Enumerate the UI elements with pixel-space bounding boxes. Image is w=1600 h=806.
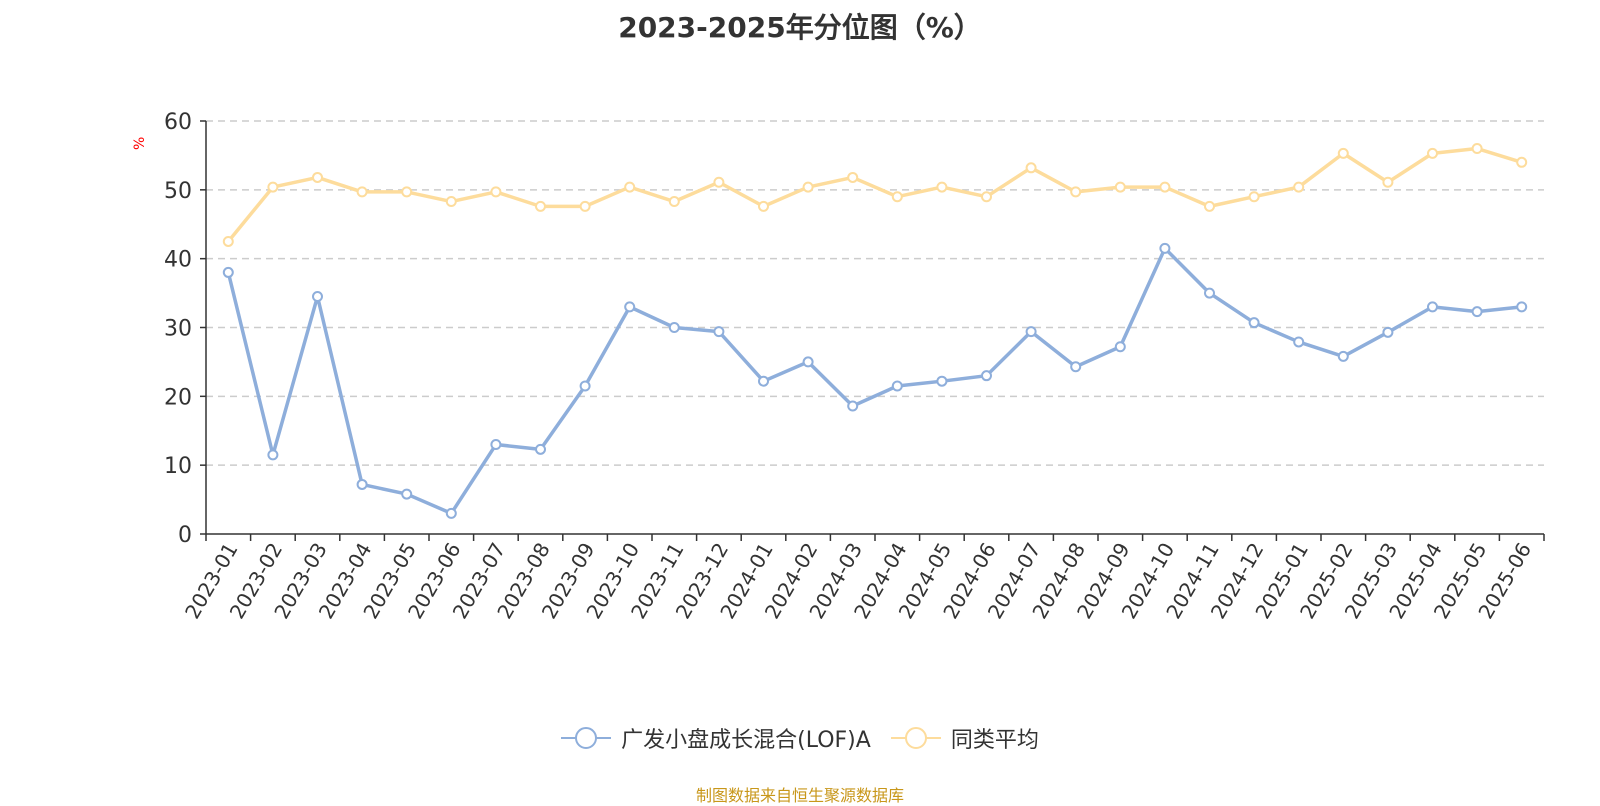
data-point[interactable] — [936, 181, 948, 193]
data-point[interactable] — [1025, 326, 1037, 338]
data-point[interactable] — [847, 171, 859, 183]
data-point[interactable] — [802, 356, 814, 368]
data-point[interactable] — [1382, 176, 1394, 188]
y-tick-label: 10 — [164, 454, 192, 479]
chart-title: 2023-2025年分位图（%） — [618, 11, 982, 44]
data-point[interactable] — [624, 301, 636, 313]
data-point[interactable] — [1516, 301, 1528, 313]
y-tick-label: 0 — [178, 523, 192, 548]
y-tick-label: 60 — [164, 110, 192, 135]
data-point[interactable] — [312, 291, 323, 303]
data-point[interactable] — [1114, 341, 1126, 353]
data-point[interactable] — [891, 191, 903, 203]
data-point[interactable] — [1204, 287, 1215, 299]
data-point[interactable] — [1159, 242, 1171, 254]
data-point[interactable] — [1070, 186, 1082, 198]
data-point[interactable] — [579, 380, 591, 392]
data-point[interactable] — [312, 171, 323, 183]
legend-item-peer-average[interactable]: 同类平均 — [890, 722, 1039, 754]
data-point[interactable] — [847, 400, 859, 412]
data-point[interactable] — [401, 488, 413, 500]
data-point[interactable] — [490, 186, 502, 198]
data-point[interactable] — [1204, 200, 1215, 212]
data-point[interactable] — [668, 196, 680, 208]
legend-symbol-peer-average — [890, 725, 941, 751]
data-point[interactable] — [1293, 336, 1305, 348]
data-point[interactable] — [891, 380, 903, 392]
data-point[interactable] — [1025, 162, 1037, 174]
data-point[interactable] — [936, 375, 948, 387]
data-point[interactable] — [445, 196, 457, 208]
data-point[interactable] — [1070, 361, 1082, 373]
source-note: 制图数据来自恒生聚源数据库 — [695, 786, 904, 805]
data-point[interactable] — [758, 200, 769, 212]
data-point[interactable] — [1471, 306, 1483, 318]
data-point[interactable] — [1427, 301, 1438, 313]
series-line-1 — [226, 146, 1523, 243]
data-point[interactable] — [222, 266, 234, 278]
legend-item-fund[interactable]: 广发小盘成长混合(LOF)A — [561, 722, 871, 754]
series-line-0 — [226, 246, 1522, 516]
data-point[interactable] — [1248, 317, 1260, 329]
data-point[interactable] — [1248, 191, 1260, 203]
chart-legend: 广发小盘成长混合(LOF)A 同类平均 — [0, 722, 1600, 754]
data-point[interactable] — [1516, 156, 1528, 168]
y-tick-label: 50 — [164, 179, 192, 204]
data-point[interactable] — [668, 322, 680, 333]
data-point[interactable] — [713, 326, 725, 338]
data-point[interactable] — [981, 191, 992, 203]
data-point[interactable] — [758, 375, 769, 387]
data-point[interactable] — [535, 200, 546, 212]
legend-label-fund: 广发小盘成长混合(LOF)A — [621, 728, 871, 753]
data-point[interactable] — [490, 439, 502, 451]
data-point[interactable] — [1427, 147, 1438, 159]
data-point[interactable] — [445, 507, 457, 519]
legend-symbol-fund — [561, 725, 612, 751]
data-point[interactable] — [624, 181, 636, 193]
legend-label-peer-average: 同类平均 — [950, 728, 1039, 753]
y-tick-label: 40 — [164, 248, 192, 273]
data-point[interactable] — [267, 449, 279, 461]
data-point[interactable] — [1337, 350, 1349, 362]
data-point[interactable] — [713, 176, 725, 188]
data-point[interactable] — [802, 181, 814, 193]
data-point[interactable] — [1337, 147, 1349, 159]
data-point[interactable] — [981, 370, 992, 382]
data-point[interactable] — [1293, 181, 1305, 193]
data-point[interactable] — [1471, 143, 1483, 155]
data-point[interactable] — [1382, 326, 1394, 338]
y-tick-label: 30 — [164, 317, 192, 342]
data-point[interactable] — [1114, 181, 1126, 193]
data-point[interactable] — [356, 186, 368, 198]
data-point[interactable] — [401, 186, 413, 198]
y-tick-label: 20 — [164, 385, 192, 410]
data-point[interactable] — [267, 181, 279, 193]
data-point[interactable] — [579, 200, 591, 212]
data-point[interactable] — [356, 478, 368, 490]
data-point[interactable] — [222, 235, 234, 247]
data-point[interactable] — [1159, 181, 1171, 193]
data-point[interactable] — [535, 443, 546, 455]
